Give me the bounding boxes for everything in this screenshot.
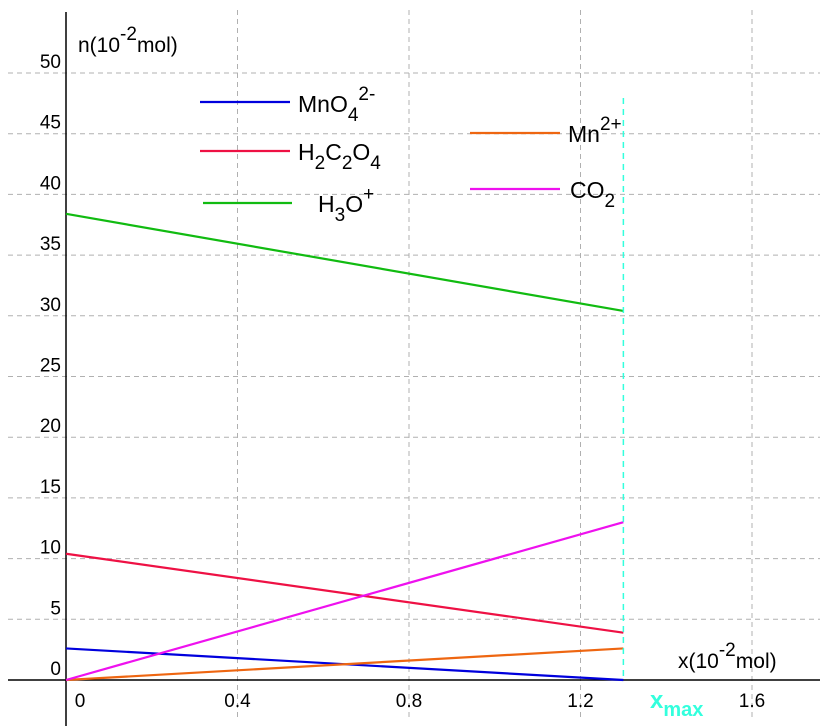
y-tick-label: 25 bbox=[40, 356, 61, 377]
series-line-h2c2o4 bbox=[65, 552, 624, 634]
y-tick-label: 20 bbox=[40, 416, 61, 437]
y-tick-label: 50 bbox=[40, 52, 61, 73]
y-tick-label: 0 bbox=[50, 659, 61, 680]
series-line-h3o bbox=[65, 212, 624, 313]
x-tick-label: 1.2 bbox=[567, 691, 593, 712]
y-tick-label: 30 bbox=[40, 295, 61, 316]
y-tick-label: 15 bbox=[40, 477, 61, 498]
legend-label-co2: CO2 bbox=[570, 177, 615, 212]
axis-labels: n(10-2mol) x(10-2mol) bbox=[78, 24, 777, 673]
xmax-marker: xmax bbox=[622, 98, 703, 721]
x-tick-label: 0 bbox=[75, 691, 86, 712]
legend: MnO42- H2C2O4 H3O+ Mn2+ CO2 bbox=[200, 84, 622, 226]
y-tick-label: 35 bbox=[40, 234, 61, 255]
x-tick-label: 0.8 bbox=[396, 691, 422, 712]
legend-label-mno4: MnO42- bbox=[298, 84, 375, 126]
legend-label-h2c2o4: H2C2O4 bbox=[298, 139, 381, 174]
tick-labels: 0 5 10 15 20 25 30 35 40 45 50 0 0.4 0.8 1.2 1.6 bbox=[40, 52, 765, 712]
series-line-co2 bbox=[65, 521, 624, 682]
axes bbox=[8, 12, 820, 726]
series-lines bbox=[65, 212, 624, 682]
x-tick-label: 0.4 bbox=[224, 691, 251, 712]
series-line-mn2 bbox=[65, 647, 624, 682]
xmax-label: xmax bbox=[650, 687, 703, 721]
y-tick-label: 5 bbox=[50, 598, 61, 619]
legend-label-h3o: H3O+ bbox=[318, 184, 374, 226]
legend-label-mn2: Mn2+ bbox=[568, 114, 622, 147]
y-tick-label: 45 bbox=[40, 113, 61, 134]
grid bbox=[8, 10, 820, 720]
x-tick-label: 1.6 bbox=[739, 691, 765, 712]
x-axis-label: x(10-2mol) bbox=[678, 640, 777, 673]
y-tick-label: 40 bbox=[40, 173, 61, 194]
y-axis-label: n(10-2mol) bbox=[78, 24, 178, 57]
y-tick-label: 10 bbox=[40, 538, 61, 559]
